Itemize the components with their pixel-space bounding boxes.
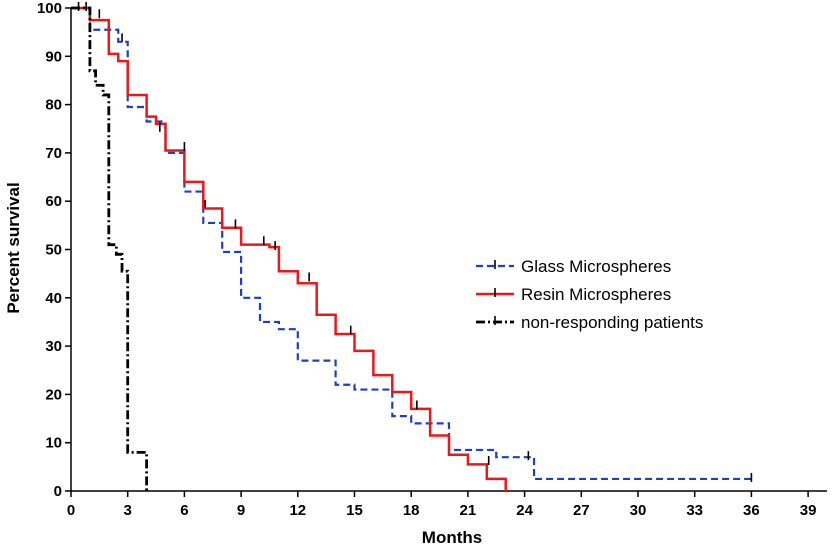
x-tick-label: 21: [460, 502, 477, 519]
axes-layer: 0 3 6 9 12 15 18 21 24 27 30 33 36 39 010203040506070…: [37, 0, 827, 519]
y-tick-label: 100: [37, 0, 62, 17]
x-tick-label: 9: [237, 502, 245, 519]
y-tick-label: 20: [45, 386, 62, 403]
x-tick-label: 36: [743, 502, 760, 519]
y-tick-label: 70: [45, 145, 62, 162]
legend-label-1: Glass Microspheres: [521, 257, 671, 276]
series-line-3: [71, 6, 148, 491]
x-tick-label: 30: [630, 502, 647, 519]
series-line-1: [71, 6, 752, 481]
x-axis-title: Months: [422, 528, 482, 547]
y-tick-label: 50: [45, 242, 62, 259]
x-tick-label: 15: [346, 502, 363, 519]
x-tick-label: 3: [124, 502, 132, 519]
x-tick-label: 39: [800, 502, 817, 519]
x-tick-label: 24: [516, 502, 533, 519]
y-tick-label: 0: [54, 483, 62, 500]
x-tick-label: 6: [180, 502, 188, 519]
x-tick-label: 18: [403, 502, 420, 519]
x-tick-label: 12: [289, 502, 306, 519]
x-tick-label: 33: [686, 502, 703, 519]
legend-label-3: non-responding patients: [521, 313, 703, 332]
y-axis-title: Percent survival: [4, 182, 23, 313]
y-tick-label: 90: [45, 48, 62, 65]
legend-label-2: Resin Microspheres: [521, 285, 671, 304]
y-ticks: 0 10 20 30 40 50 60 70 80 90 100: [37, 0, 71, 500]
legend: Glass Microspheres Resin Microspheres non-…: [476, 257, 703, 332]
y-tick-label: 40: [45, 290, 62, 307]
y-tick-label: 80: [45, 97, 62, 114]
series-layer: [71, 2, 753, 491]
series-line-2: [71, 6, 507, 491]
y-tick-label: 10: [45, 435, 62, 452]
x-tick-label: 27: [573, 502, 590, 519]
y-tick-label: 30: [45, 338, 62, 355]
x-tick-label: 0: [67, 502, 75, 519]
y-tick-label: 60: [45, 193, 62, 210]
x-ticks: 0 3 6 9 12 15 18 21 24 27 30 33 36 39: [67, 491, 817, 519]
